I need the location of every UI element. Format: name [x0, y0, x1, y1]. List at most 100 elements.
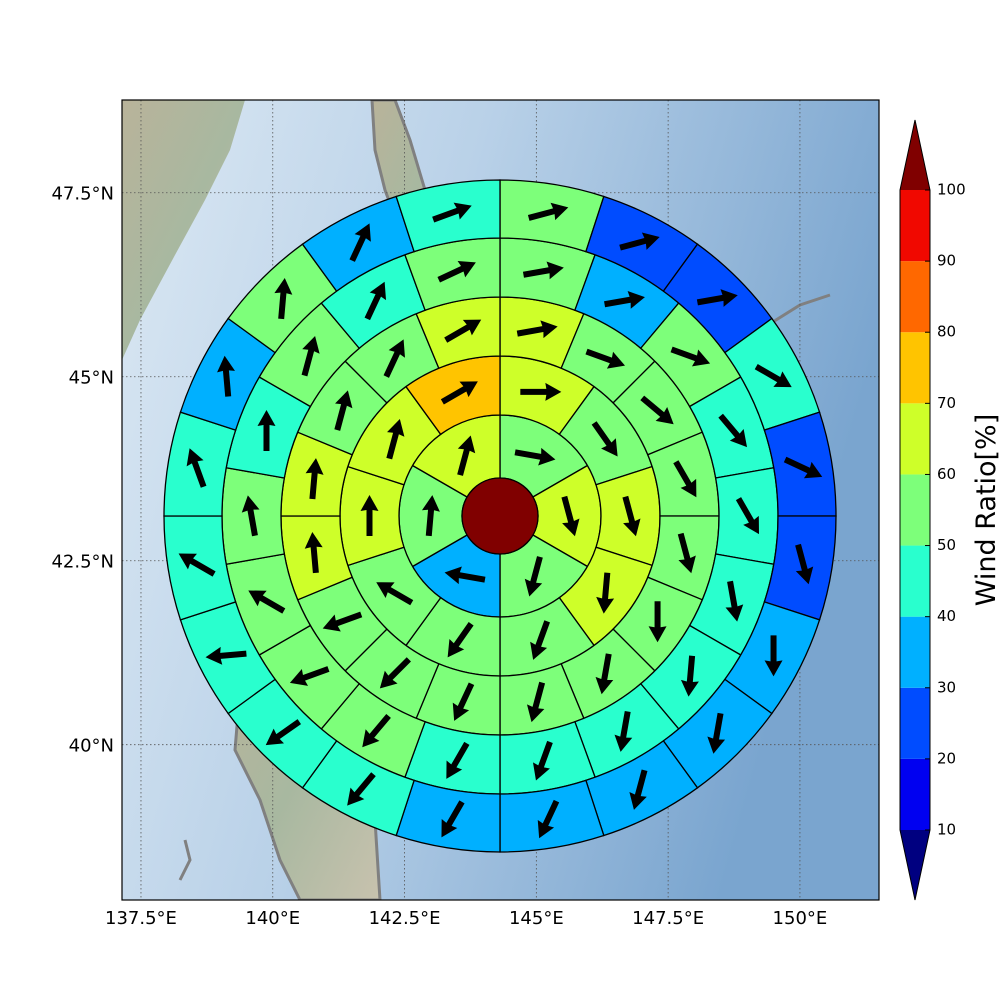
wind-arrow — [735, 497, 759, 535]
colorbar-bin — [900, 332, 930, 404]
wind-arrow — [522, 261, 564, 280]
wind-arrow — [622, 495, 641, 537]
wind-arrow — [520, 382, 562, 401]
colorbar-tick-label: 20 — [937, 749, 956, 767]
colorbar-bin — [900, 474, 930, 546]
colorbar-bin — [900, 403, 930, 475]
x-tick-label: 145°E — [509, 908, 564, 929]
colorbar-bin — [900, 616, 930, 688]
colorbar-tick-label: 10 — [937, 821, 956, 839]
wind-arrow — [604, 291, 645, 309]
wind-arrow — [754, 364, 792, 388]
wind-arrow — [585, 348, 626, 369]
colorbar-under — [900, 830, 930, 900]
wind-arrow — [530, 620, 550, 660]
wind-arrow — [527, 202, 569, 221]
wind-arrow — [640, 395, 674, 425]
x-tick-label: 150°E — [773, 908, 828, 929]
wind-arrow — [514, 447, 556, 466]
colorbar-tick-label: 80 — [937, 323, 956, 341]
wind-arrow — [718, 413, 748, 448]
wind-arrow — [648, 601, 667, 643]
colorbar-label: Wind Ratio[%] — [971, 414, 1000, 606]
wind-arrow — [322, 611, 363, 632]
wind-arrow — [289, 666, 330, 686]
wind-arrow — [707, 712, 726, 754]
wind-arrow — [561, 495, 580, 537]
wind-arrow — [677, 532, 696, 574]
wind-arrow — [257, 410, 276, 452]
wind-arrow — [591, 421, 618, 457]
y-tick-label: 47.5°N — [51, 184, 114, 205]
wind-arrow — [301, 335, 320, 377]
wind-arrow — [673, 460, 697, 498]
x-tick-label: 137.5°E — [105, 908, 177, 929]
wind-arrow — [347, 772, 376, 806]
axes: 137.5°E 140°E 142.5°E 145°E 147.5°E 150°E 40°N… — [51, 184, 827, 929]
wind-arrow — [447, 622, 474, 658]
colorbar-bin — [900, 261, 930, 333]
wind-arrow — [596, 572, 615, 614]
wind-arrow — [205, 646, 247, 665]
wind-arrow — [516, 320, 558, 339]
wind-arrow — [446, 741, 470, 779]
wind-arrow — [532, 740, 553, 781]
center-circle — [461, 477, 539, 555]
x-tick-label: 142.5°E — [369, 908, 441, 929]
wind-arrow — [440, 381, 478, 405]
wind-arrow — [524, 556, 543, 597]
wind-arrow — [360, 495, 379, 536]
colorbar-tick-label: 60 — [937, 465, 956, 483]
wind-arrow — [629, 769, 648, 810]
wind-arrow — [376, 582, 414, 606]
wind-arrow — [304, 532, 323, 574]
x-tick-label: 147.5°E — [632, 908, 704, 929]
land-mainland — [122, 100, 245, 360]
y-tick-label: 45°N — [69, 368, 114, 389]
wind-arrow — [619, 232, 660, 251]
wind-arrow — [595, 653, 614, 695]
wind-arrow — [537, 799, 560, 839]
wind-arrow — [614, 710, 633, 752]
wind-arrow — [379, 657, 411, 689]
wind-arrow — [437, 261, 476, 283]
wind-arrow — [441, 800, 465, 838]
wind-arrow — [241, 495, 260, 537]
wind-arrow — [783, 456, 823, 479]
wind-arrow — [795, 543, 814, 585]
colorbar-tick-label: 100 — [937, 181, 966, 199]
wind-arrow — [696, 289, 738, 307]
wind-arrow — [364, 281, 387, 321]
wind-arrow — [362, 713, 391, 748]
colorbar: 10 20 30 40 50 60 70 80 90 100 Wind Ratio[%] — [899, 119, 1000, 901]
y-tick-label: 40°N — [69, 736, 114, 757]
colorbar-tick-label: 30 — [937, 678, 956, 696]
wind-arrow — [334, 390, 353, 431]
wind-arrow — [452, 682, 475, 721]
wind-arrow — [444, 566, 486, 585]
colorbar-bin — [900, 687, 930, 759]
wind-arrow — [386, 419, 405, 460]
wind-arrow — [383, 339, 405, 378]
wind-arrow — [305, 458, 324, 500]
wind-rose — [163, 179, 837, 853]
wind-arrow — [725, 580, 744, 622]
wind-arrow — [680, 655, 699, 697]
wind-arrow — [444, 319, 482, 343]
wind-arrow — [274, 277, 293, 320]
y-tick-label: 42.5°N — [51, 552, 114, 573]
wind-arrow — [764, 635, 783, 677]
colorbar-bin — [900, 758, 930, 830]
colorbar-tick-label: 90 — [937, 252, 956, 270]
frame — [121, 99, 880, 901]
wind-arrow — [186, 448, 207, 488]
wind-arrow — [421, 495, 440, 537]
wind-arrow — [526, 681, 546, 723]
wind-arrow — [670, 346, 711, 367]
wind-arrow — [457, 435, 476, 476]
wind-arrow — [217, 355, 235, 397]
colorbar-bin — [900, 190, 930, 262]
colorbar-bin — [900, 545, 930, 617]
